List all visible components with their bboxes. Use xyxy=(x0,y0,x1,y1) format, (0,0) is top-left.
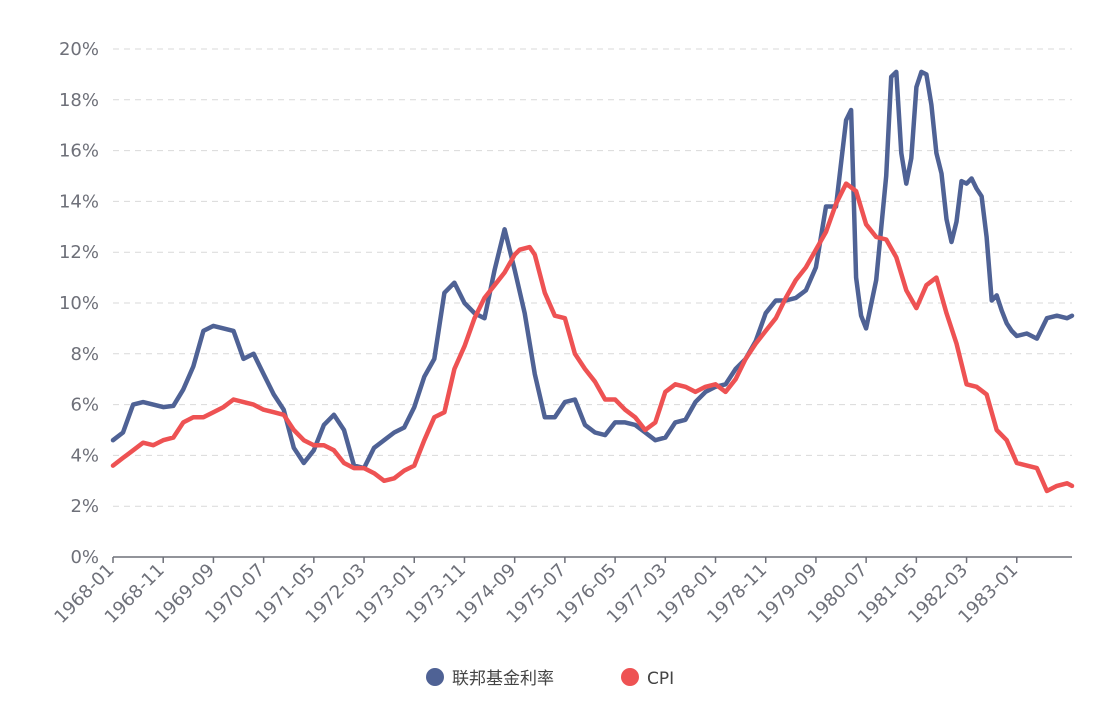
y-tick-label: 2% xyxy=(70,496,99,517)
y-tick-label: 4% xyxy=(70,445,99,466)
legend-item-0[interactable]: 联邦基金利率 xyxy=(426,668,554,689)
y-tick-label: 10% xyxy=(59,293,99,314)
series-line-0 xyxy=(110,69,1075,471)
legend[interactable]: 联邦基金利率 CPI xyxy=(426,668,674,689)
legend-marker xyxy=(426,668,444,686)
y-tick-label: 6% xyxy=(70,395,99,416)
legend-label: CPI xyxy=(647,669,674,689)
series-layer xyxy=(110,69,1075,494)
y-tick-label: 0% xyxy=(70,547,99,568)
y-tick-label: 20% xyxy=(59,39,99,60)
series-line-1 xyxy=(110,181,1075,494)
y-tick-label: 14% xyxy=(59,191,99,212)
y-tick-label: 18% xyxy=(59,90,99,111)
y-axis-ticks: 0% 2% 4% 6% 8% 10% 12% 14% 16% 18% 20% xyxy=(59,39,99,568)
legend-item-1[interactable]: CPI xyxy=(621,668,674,689)
legend-marker xyxy=(621,668,639,686)
y-tick-label: 12% xyxy=(59,242,99,263)
grid-layer xyxy=(113,48,1072,507)
y-tick-label: 8% xyxy=(70,344,99,365)
legend-label: 联邦基金利率 xyxy=(452,669,554,689)
x-axis: 1968-011968-111969-091970-071971-051972-… xyxy=(50,556,1072,628)
y-tick-label: 16% xyxy=(59,141,99,162)
